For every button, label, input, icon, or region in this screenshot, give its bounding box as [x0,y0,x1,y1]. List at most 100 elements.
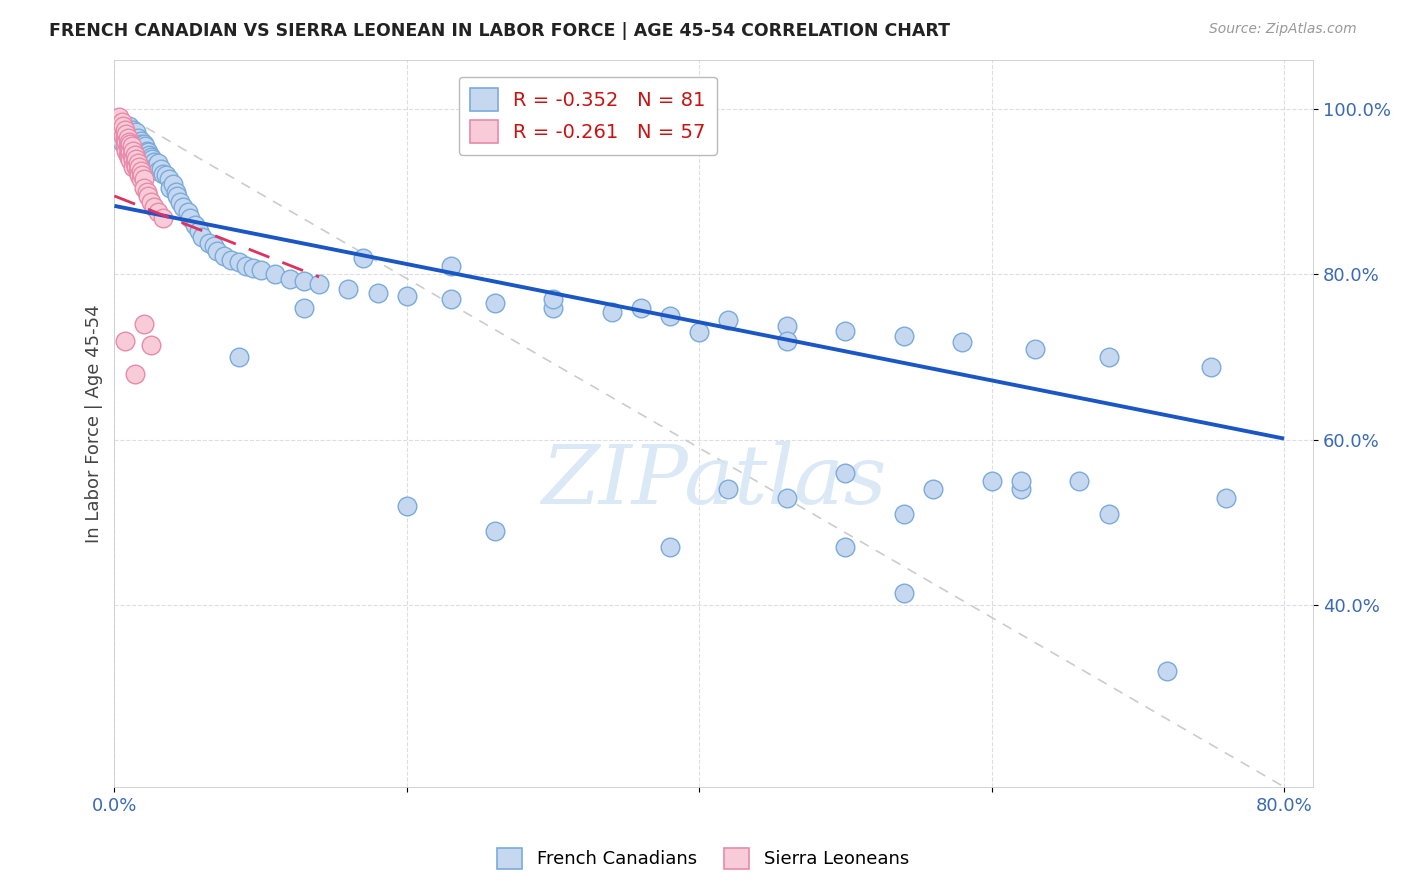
Point [541,292,564,306]
Point [115,127,138,141]
Point [294,274,316,288]
Point [121,127,143,141]
Point [118,131,141,145]
Point [165,185,187,199]
Text: FRENCH CANADIAN VS SIERRA LEONEAN IN LABOR FORCE | AGE 45-54 CORRELATION CHART: FRENCH CANADIAN VS SIERRA LEONEAN IN LAB… [49,22,950,40]
Point [148,164,170,178]
Point [124,156,146,170]
Point [124,367,146,381]
Point [128,160,150,174]
Point [143,160,166,174]
Point [139,337,162,351]
Point [107,111,129,125]
Point [541,301,564,315]
Point [152,211,174,226]
Point [134,139,156,153]
Point [150,161,173,176]
Point [1024,342,1046,356]
Point [221,252,243,267]
Point [148,205,170,219]
Point [834,324,856,338]
Point [131,139,153,153]
Point [228,255,250,269]
Point [114,131,136,145]
Point [115,139,138,153]
Point [1069,474,1091,488]
Point [148,156,170,170]
Point [127,164,149,178]
Point [776,334,799,348]
Point [110,120,132,135]
Point [166,189,188,203]
Point [834,540,856,554]
Point [184,218,207,232]
Point [162,177,184,191]
Point [202,238,225,252]
Point [188,225,211,239]
Point [112,128,135,143]
Point [121,139,143,153]
Point [630,301,652,315]
Point [172,200,194,214]
Point [157,172,180,186]
Point [129,136,152,151]
Point [139,158,162,172]
Point [127,131,149,145]
Point [128,169,150,183]
Point [191,230,214,244]
Point [337,282,360,296]
Point [893,585,915,599]
Point [136,153,159,168]
Point [893,507,915,521]
Point [136,145,159,160]
Point [111,135,134,149]
Point [395,499,418,513]
Point [395,289,418,303]
Point [1215,491,1237,505]
Point [922,483,945,497]
Point [659,540,682,554]
Point [142,200,165,214]
Point [117,131,139,145]
Point [776,318,799,333]
Point [122,134,145,148]
Point [117,139,139,153]
Point [249,263,271,277]
Point [129,134,152,148]
Point [294,301,316,315]
Point [117,147,139,161]
Point [235,259,257,273]
Point [118,119,141,133]
Point [129,172,152,186]
Point [120,145,142,160]
Point [118,142,141,156]
Point [136,189,159,203]
Point [128,144,150,158]
Legend: R = -0.352   N = 81, R = -0.261   N = 57: R = -0.352 N = 81, R = -0.261 N = 57 [458,77,717,154]
Y-axis label: In Labor Force | Age 45-54: In Labor Force | Age 45-54 [86,304,103,542]
Legend: French Canadians, Sierra Leoneans: French Canadians, Sierra Leoneans [489,840,917,876]
Point [1097,350,1119,364]
Point [228,350,250,364]
Point [659,309,682,323]
Point [278,271,301,285]
Point [132,142,155,156]
Point [122,152,145,166]
Point [980,474,1002,488]
Point [139,194,162,209]
Point [141,152,163,166]
Point [121,136,143,151]
Point [1010,483,1032,497]
Point [125,125,148,139]
Point [950,335,973,350]
Point [893,329,915,343]
Point [135,144,157,158]
Point [121,147,143,161]
Point [169,194,191,209]
Point [131,169,153,183]
Point [114,334,136,348]
Point [115,144,138,158]
Point [125,160,148,174]
Point [118,150,141,164]
Point [205,244,228,259]
